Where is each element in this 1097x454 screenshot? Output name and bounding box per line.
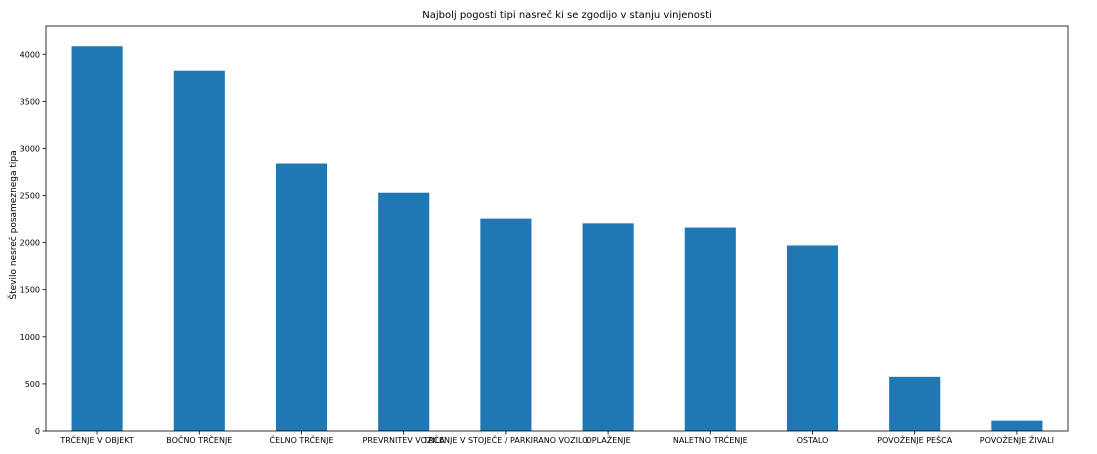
x-tick-label-7: OSTALO: [797, 436, 829, 445]
y-tick-label-8: 4000: [20, 50, 40, 59]
x-tick-label-5: OPLAŽENJE: [586, 434, 631, 445]
bar-1: [173, 70, 225, 431]
chart-title: Najbolj pogosti tipi nasreč ki se zgodij…: [422, 9, 712, 21]
bars-group: [71, 46, 1043, 431]
bar-7: [786, 245, 839, 431]
x-tick-label-3: PREVRNITEV VOZILA: [363, 436, 446, 445]
bar-3: [378, 192, 430, 431]
y-axis-ticks: 0 500 1000 1500 2000 2500 3000 3500 4000: [20, 50, 46, 436]
y-tick-label-0: 0: [35, 427, 40, 436]
x-axis-ticks: TRČENJE V OBJEKT BOČNO TRČENJE ČELNO TRČEN…: [59, 431, 1054, 445]
y-axis-label: Število nesreč posameznega tipa: [7, 150, 19, 299]
y-tick-label-7: 3500: [20, 97, 40, 106]
x-tick-label-8: POVOŽENJE PEŠCA: [877, 434, 953, 445]
x-tick-label-6: NALETNO TRČENJE: [673, 434, 748, 445]
x-tick-label-9: POVOŽENJE ŽIVALI: [980, 434, 1054, 445]
bar-2: [275, 163, 328, 431]
x-tick-label-4: TRČENJE V STOJEČE / PARKIRANO VOZILO: [422, 434, 588, 445]
x-tick-label-1: BOČNO TRČENJE: [166, 434, 232, 445]
plot-frame: [45, 25, 1069, 432]
x-tick-label-0: TRČENJE V OBJEKT: [59, 434, 133, 445]
bar-8: [889, 376, 941, 431]
y-tick-label-4: 2000: [20, 239, 40, 248]
bar-9: [991, 420, 1043, 431]
bar-5: [582, 223, 634, 431]
bar-4: [480, 218, 532, 431]
y-tick-label-1: 500: [25, 380, 40, 389]
x-tick-label-2: ČELNO TRČENJE: [269, 434, 333, 445]
bar-0: [71, 46, 123, 431]
y-tick-label-2: 1000: [20, 333, 40, 342]
y-tick-label-5: 2500: [20, 192, 40, 201]
bar-6: [684, 227, 736, 431]
y-tick-label-6: 3000: [20, 144, 40, 153]
y-tick-label-3: 1500: [20, 286, 40, 295]
